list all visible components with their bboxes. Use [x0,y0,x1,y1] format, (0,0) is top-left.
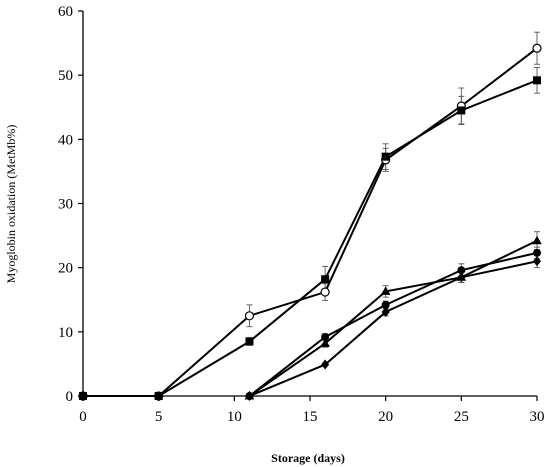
y-tick-label: 0 [66,389,74,405]
series-lines [83,47,538,397]
data-point-filled-diamond [321,359,330,370]
x-tick-label: 0 [79,409,87,425]
data-point-filled-diamond [457,272,466,283]
x-axis-title: Storage (days) [271,451,345,465]
data-point-filled-diamond [533,256,541,267]
y-tick-label: 60 [58,4,73,20]
data-point-filled-triangle [532,235,542,245]
data-point-open-circle [532,43,542,53]
axis-ticks: 0 5 10 15 20 25 30 0 10 20 30 40 50 60 [58,4,545,425]
series-line-1 [83,47,538,397]
series-markers [78,43,542,401]
x-tick-label: 20 [378,409,393,425]
axes [82,11,537,397]
data-point-filled-square [154,392,163,400]
x-tick-label: 25 [454,409,469,425]
x-tick-label: 30 [530,409,545,425]
y-axis-title: Myoglobin oxidation (MetMb%) [4,125,18,284]
data-point-filled-circle [533,248,541,257]
data-point-filled-square [457,106,466,115]
x-tick-label: 15 [303,409,318,425]
data-point-filled-circle [457,266,466,275]
data-point-filled-square [79,392,87,400]
data-point-open-circle [244,311,255,321]
y-tick-label: 40 [58,132,73,148]
data-point-filled-square [381,152,390,161]
y-tick-label: 30 [58,197,73,213]
y-tick-label: 10 [58,325,73,341]
y-tick-label: 50 [58,68,73,84]
data-point-filled-circle [321,332,330,341]
data-point-filled-square [321,275,330,284]
series-line-4 [248,251,538,397]
data-point-filled-triangle [380,286,391,295]
data-point-filled-triangle [320,338,330,347]
data-point-filled-square [533,76,541,85]
data-point-filled-circle [381,300,390,309]
x-tick-label: 5 [155,409,163,425]
error-bars [246,31,540,367]
data-point-filled-square [245,337,254,346]
data-point-open-circle [320,287,330,297]
series-line-3 [248,239,538,397]
y-tick-label: 20 [58,261,73,277]
series-line-5 [249,260,538,397]
data-point-filled-diamond [245,391,254,401]
x-tick-label: 10 [227,409,242,425]
data-point-filled-diamond [381,306,390,317]
